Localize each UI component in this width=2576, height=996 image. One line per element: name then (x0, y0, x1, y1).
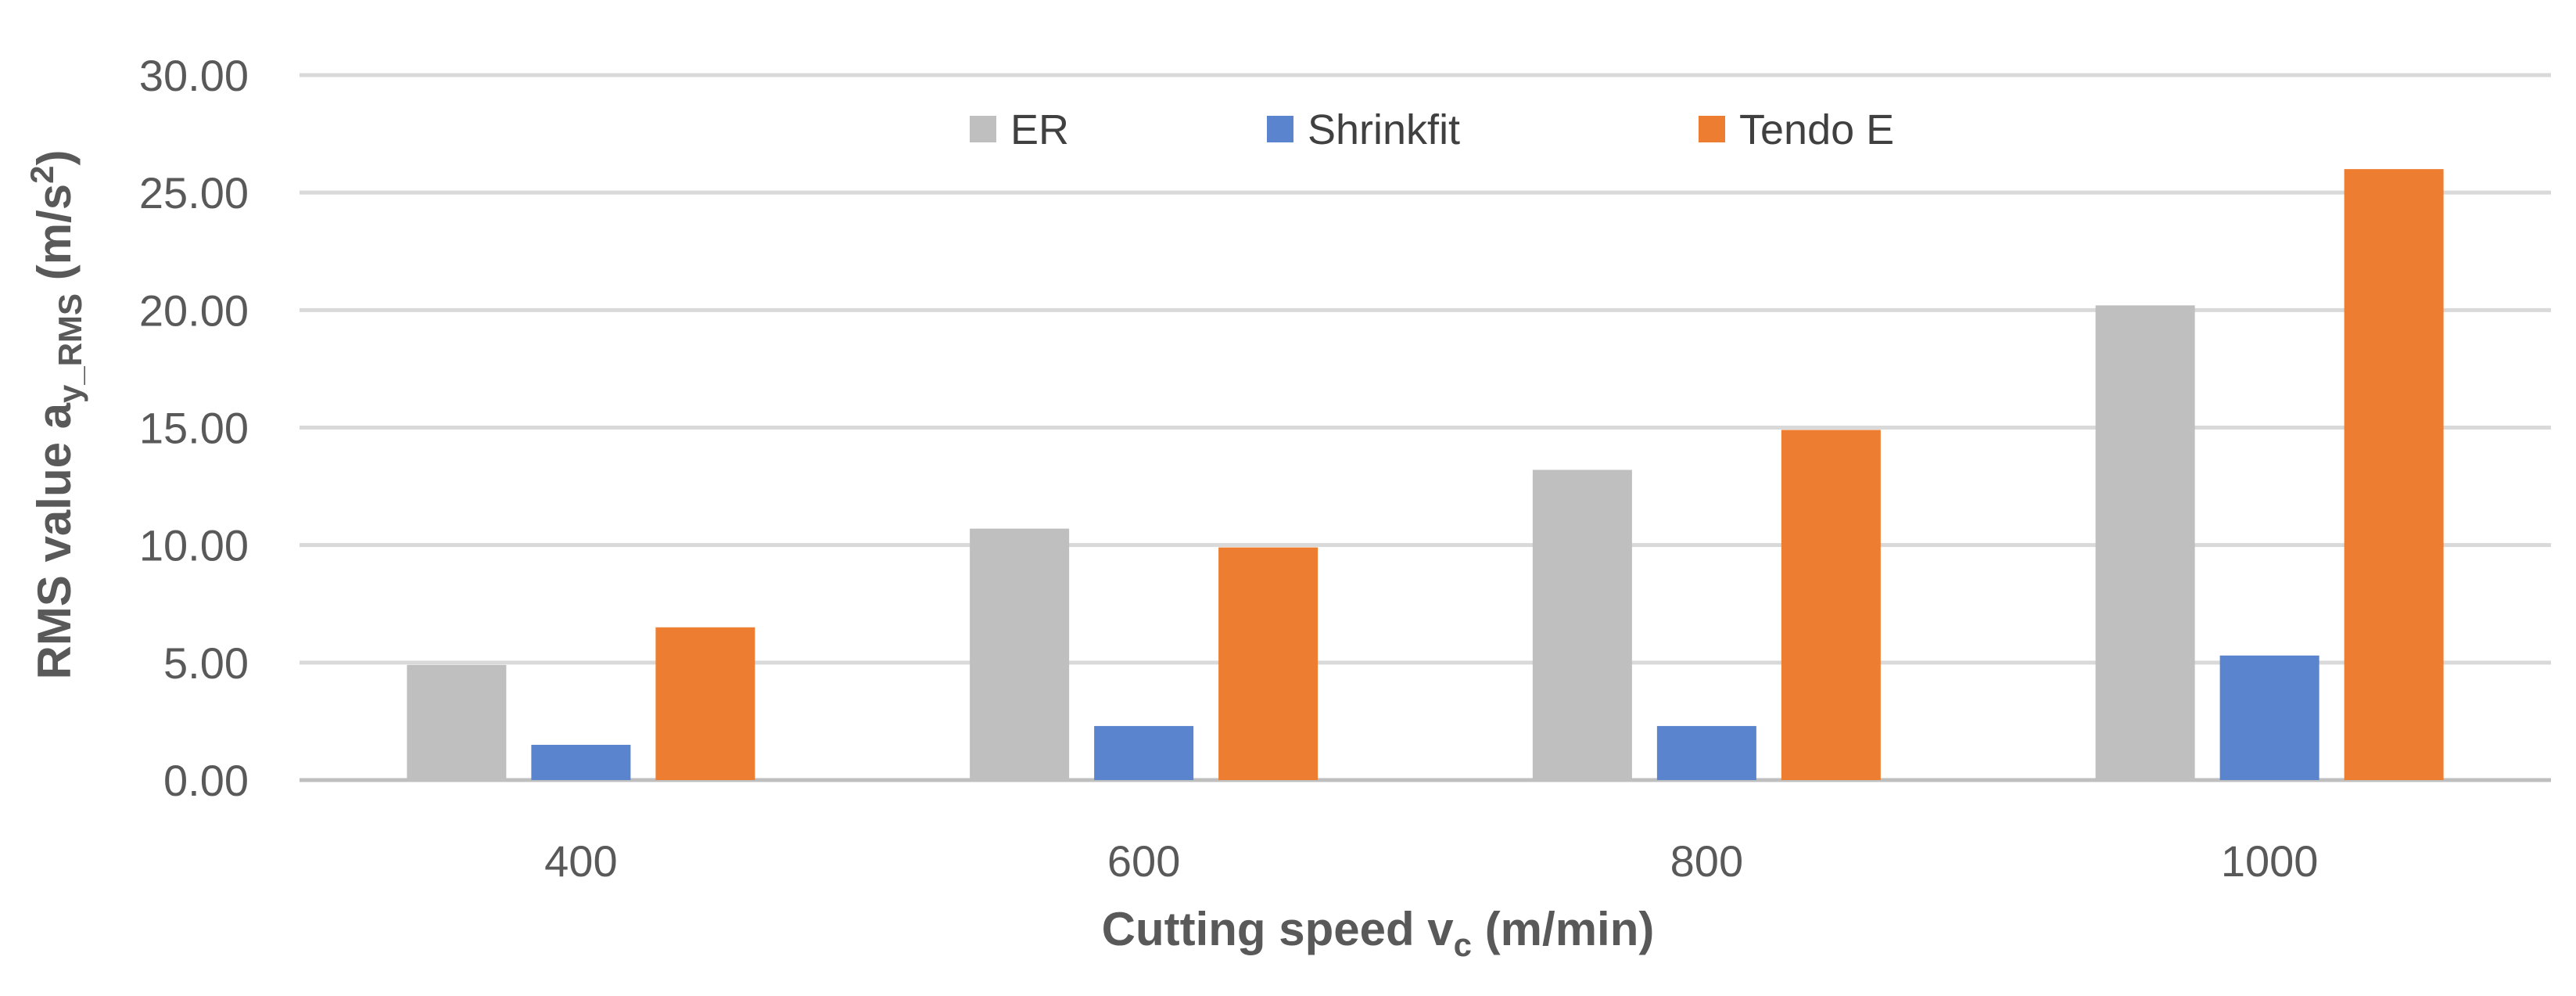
bar-tendo-e-600 (1218, 547, 1318, 780)
x-tick-label: 1000 (2221, 836, 2319, 886)
x-tick-label: 400 (544, 836, 617, 886)
bar-er-400 (407, 664, 507, 780)
bars (407, 169, 2444, 781)
bar-shrinkfit-800 (1656, 725, 1756, 780)
y-tick-label: 10.00 (139, 521, 249, 570)
bar-shrinkfit-400 (531, 744, 631, 780)
y-tick-label: 15.00 (139, 404, 249, 453)
bar-shrinkfit-600 (1094, 725, 1194, 780)
legend-label-tendo-e: Tendo E (1739, 106, 1894, 153)
x-tick-label: 800 (1670, 836, 1743, 886)
legend: ER Shrinkfit Tendo E (970, 106, 1894, 153)
y-tick-label: 0.00 (163, 756, 249, 805)
bar-tendo-e-400 (655, 627, 755, 780)
bar-tendo-e-1000 (2344, 169, 2444, 781)
bar-er-600 (970, 528, 1070, 780)
bar-shrinkfit-1000 (2219, 655, 2319, 780)
bar-er-1000 (2095, 305, 2195, 780)
x-axis-title: Cutting speed vc (m/min) (1102, 903, 1655, 963)
bar-tendo-e-800 (1781, 430, 1881, 780)
legend-swatch-shrinkfit (1267, 116, 1293, 142)
y-tick-label: 25.00 (139, 168, 249, 218)
gridlines (300, 73, 2551, 782)
legend-swatch-tendo-e (1699, 116, 1725, 142)
legend-label-shrinkfit: Shrinkfit (1308, 106, 1460, 153)
y-axis-ticks: 0.00 5.00 10.00 15.00 20.00 25.00 30.00 (139, 51, 249, 805)
legend-swatch-er (970, 116, 996, 142)
y-tick-label: 20.00 (139, 286, 249, 335)
bar-er-800 (1532, 469, 1632, 780)
x-tick-label: 600 (1107, 836, 1180, 886)
y-tick-label: 5.00 (163, 638, 249, 688)
x-axis-ticks: 400 600 800 1000 (544, 836, 2318, 886)
y-axis-title: RMS value ay_RMS (m/s2) (23, 150, 88, 680)
legend-label-er: ER (1010, 106, 1069, 153)
y-tick-label: 30.00 (139, 51, 249, 100)
